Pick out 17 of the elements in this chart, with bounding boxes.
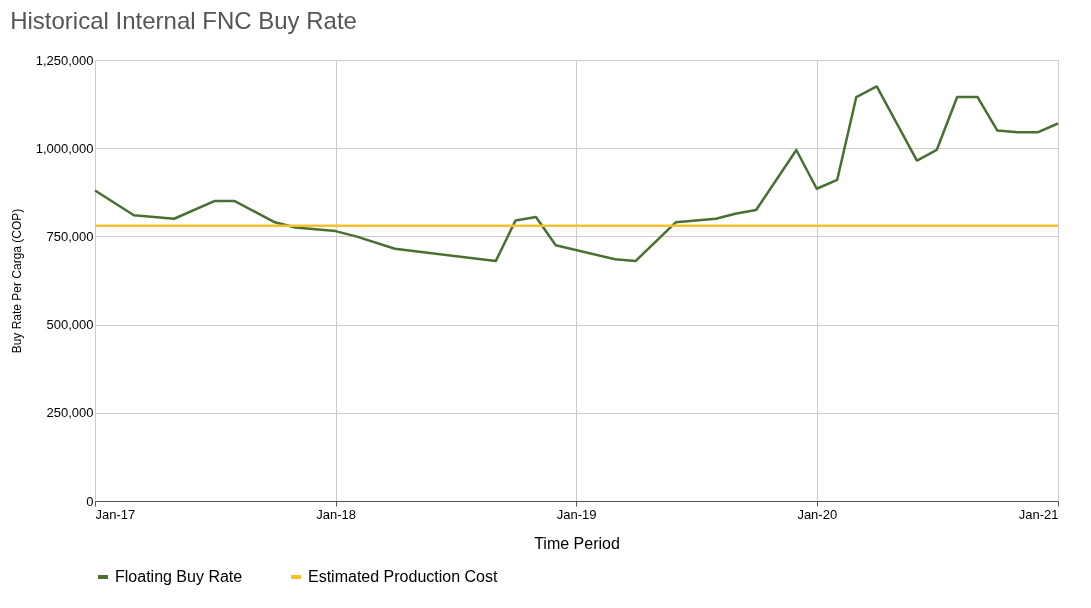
x-tick-label: Jan-19 [556, 506, 597, 522]
legend-label: Estimated Production Cost [308, 568, 498, 585]
y-tick-label: 250,000 [46, 405, 94, 421]
y-tick-label: 1,000,000 [35, 140, 94, 156]
x-tick-label: Jan-20 [797, 506, 838, 522]
x-tick-label: Jan-17 [95, 506, 136, 522]
y-tick-label: 500,000 [46, 317, 94, 333]
x-tick-label: Jan-21 [1018, 506, 1059, 522]
x-tick-label: Jan-18 [316, 506, 356, 522]
x-axis-title: Time Period [534, 534, 620, 552]
chart-title: Historical Internal FNC Buy Rate [10, 7, 357, 34]
line-series [93, 85, 1060, 263]
y-tick-label: 1,250,000 [35, 52, 94, 68]
y-axis-title: Buy Rate Per Carga (COP) [9, 208, 24, 354]
y-tick-label: 750,000 [46, 228, 94, 244]
y-tick-label: 0 [86, 493, 94, 509]
legend-label: Floating Buy Rate [115, 568, 243, 585]
